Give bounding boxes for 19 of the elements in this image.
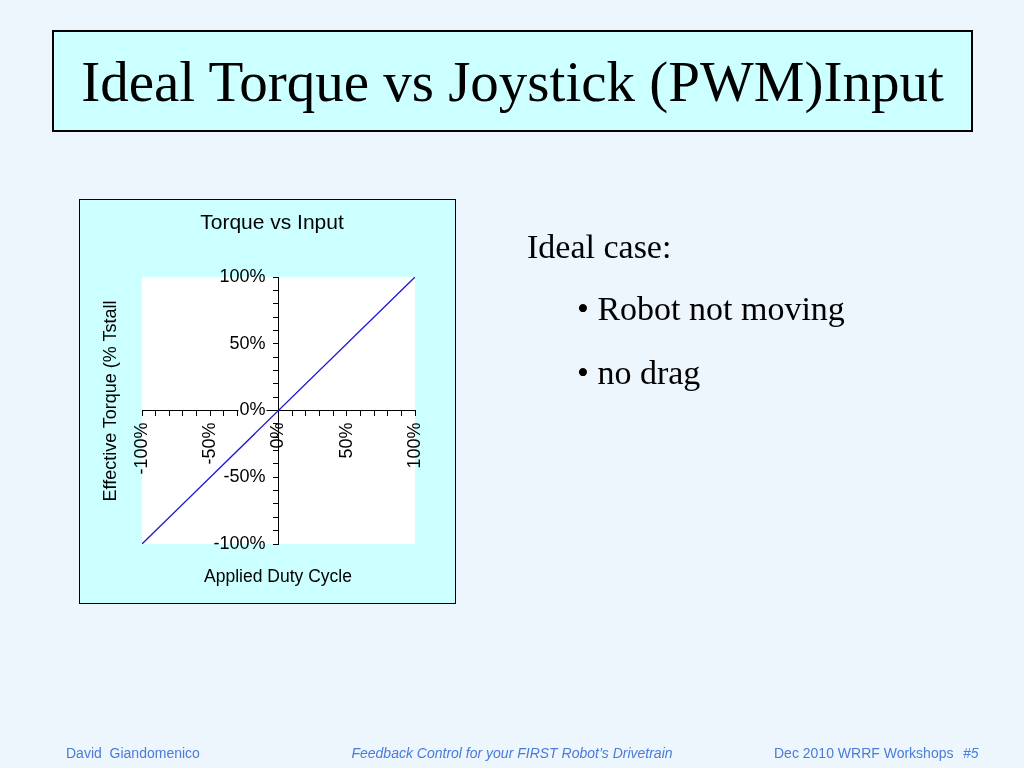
x-tick-label: -100% xyxy=(130,422,151,475)
text: Ideal case: xyxy=(527,227,672,267)
chart-title: Ideal Torque vs Joystick (PWM)Input xyxy=(52,30,973,132)
text: #5 xyxy=(963,745,979,762)
text: David Giandomenico xyxy=(66,745,200,762)
text: • no drag xyxy=(577,353,701,393)
x-tick-label: 100% xyxy=(403,422,424,469)
text: • Robot not moving xyxy=(577,289,845,329)
x-tick-label: 50% xyxy=(335,422,356,459)
y-tick-label: 0% xyxy=(239,399,266,420)
text: Dec 2010 WRRF Workshops xyxy=(774,745,954,762)
y-tick-label: 100% xyxy=(219,265,266,286)
y-tick-label: 50% xyxy=(229,332,266,353)
y-tick-label: -100% xyxy=(213,532,266,553)
x-axis-title: Applied Duty Cycle xyxy=(204,565,352,587)
text: Feedback Control for your FIRST Robot’s Drivetrain xyxy=(351,745,673,762)
y-tick-label: -50% xyxy=(223,466,266,487)
chart-subtitle: Torque vs Input xyxy=(200,209,344,235)
y-axis-title: Effective Torque (% Tstall xyxy=(99,300,121,502)
